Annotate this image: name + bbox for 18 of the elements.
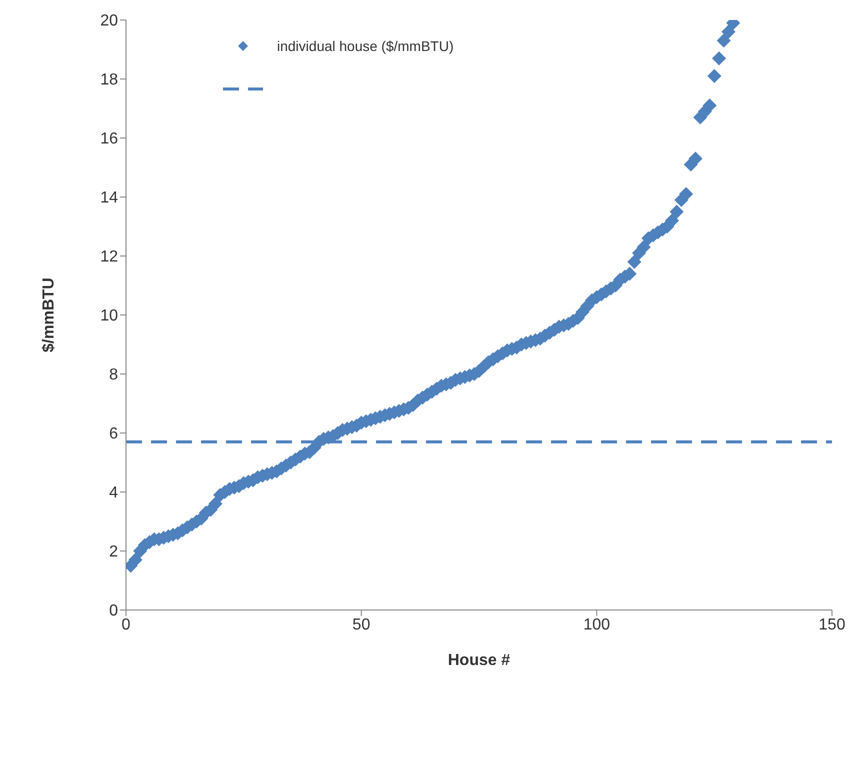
y-tick-label: 0 xyxy=(109,602,118,620)
y-tick-label: 20 xyxy=(100,12,118,30)
y-tick-label: 6 xyxy=(109,426,118,443)
legend-label: individual house ($/mmBTU) xyxy=(277,38,454,54)
y-tick-label: 12 xyxy=(100,248,118,266)
y-tick-label: 14 xyxy=(100,190,118,207)
y-tick-label: 8 xyxy=(109,366,118,384)
y-tick-label: 10 xyxy=(100,308,118,325)
x-tick-label: 100 xyxy=(583,616,610,634)
y-tick-label: 18 xyxy=(100,72,118,89)
x-tick-label: 150 xyxy=(818,616,846,634)
x-tick-label: 50 xyxy=(352,616,370,634)
x-tick-label: 0 xyxy=(122,616,131,634)
x-axis-title: House # xyxy=(448,652,510,669)
y-tick-label: 2 xyxy=(109,544,118,561)
y-tick-label: 4 xyxy=(109,484,118,502)
y-tick-label: 16 xyxy=(100,130,118,148)
y-axis-title: $/mmBTU xyxy=(40,278,58,352)
